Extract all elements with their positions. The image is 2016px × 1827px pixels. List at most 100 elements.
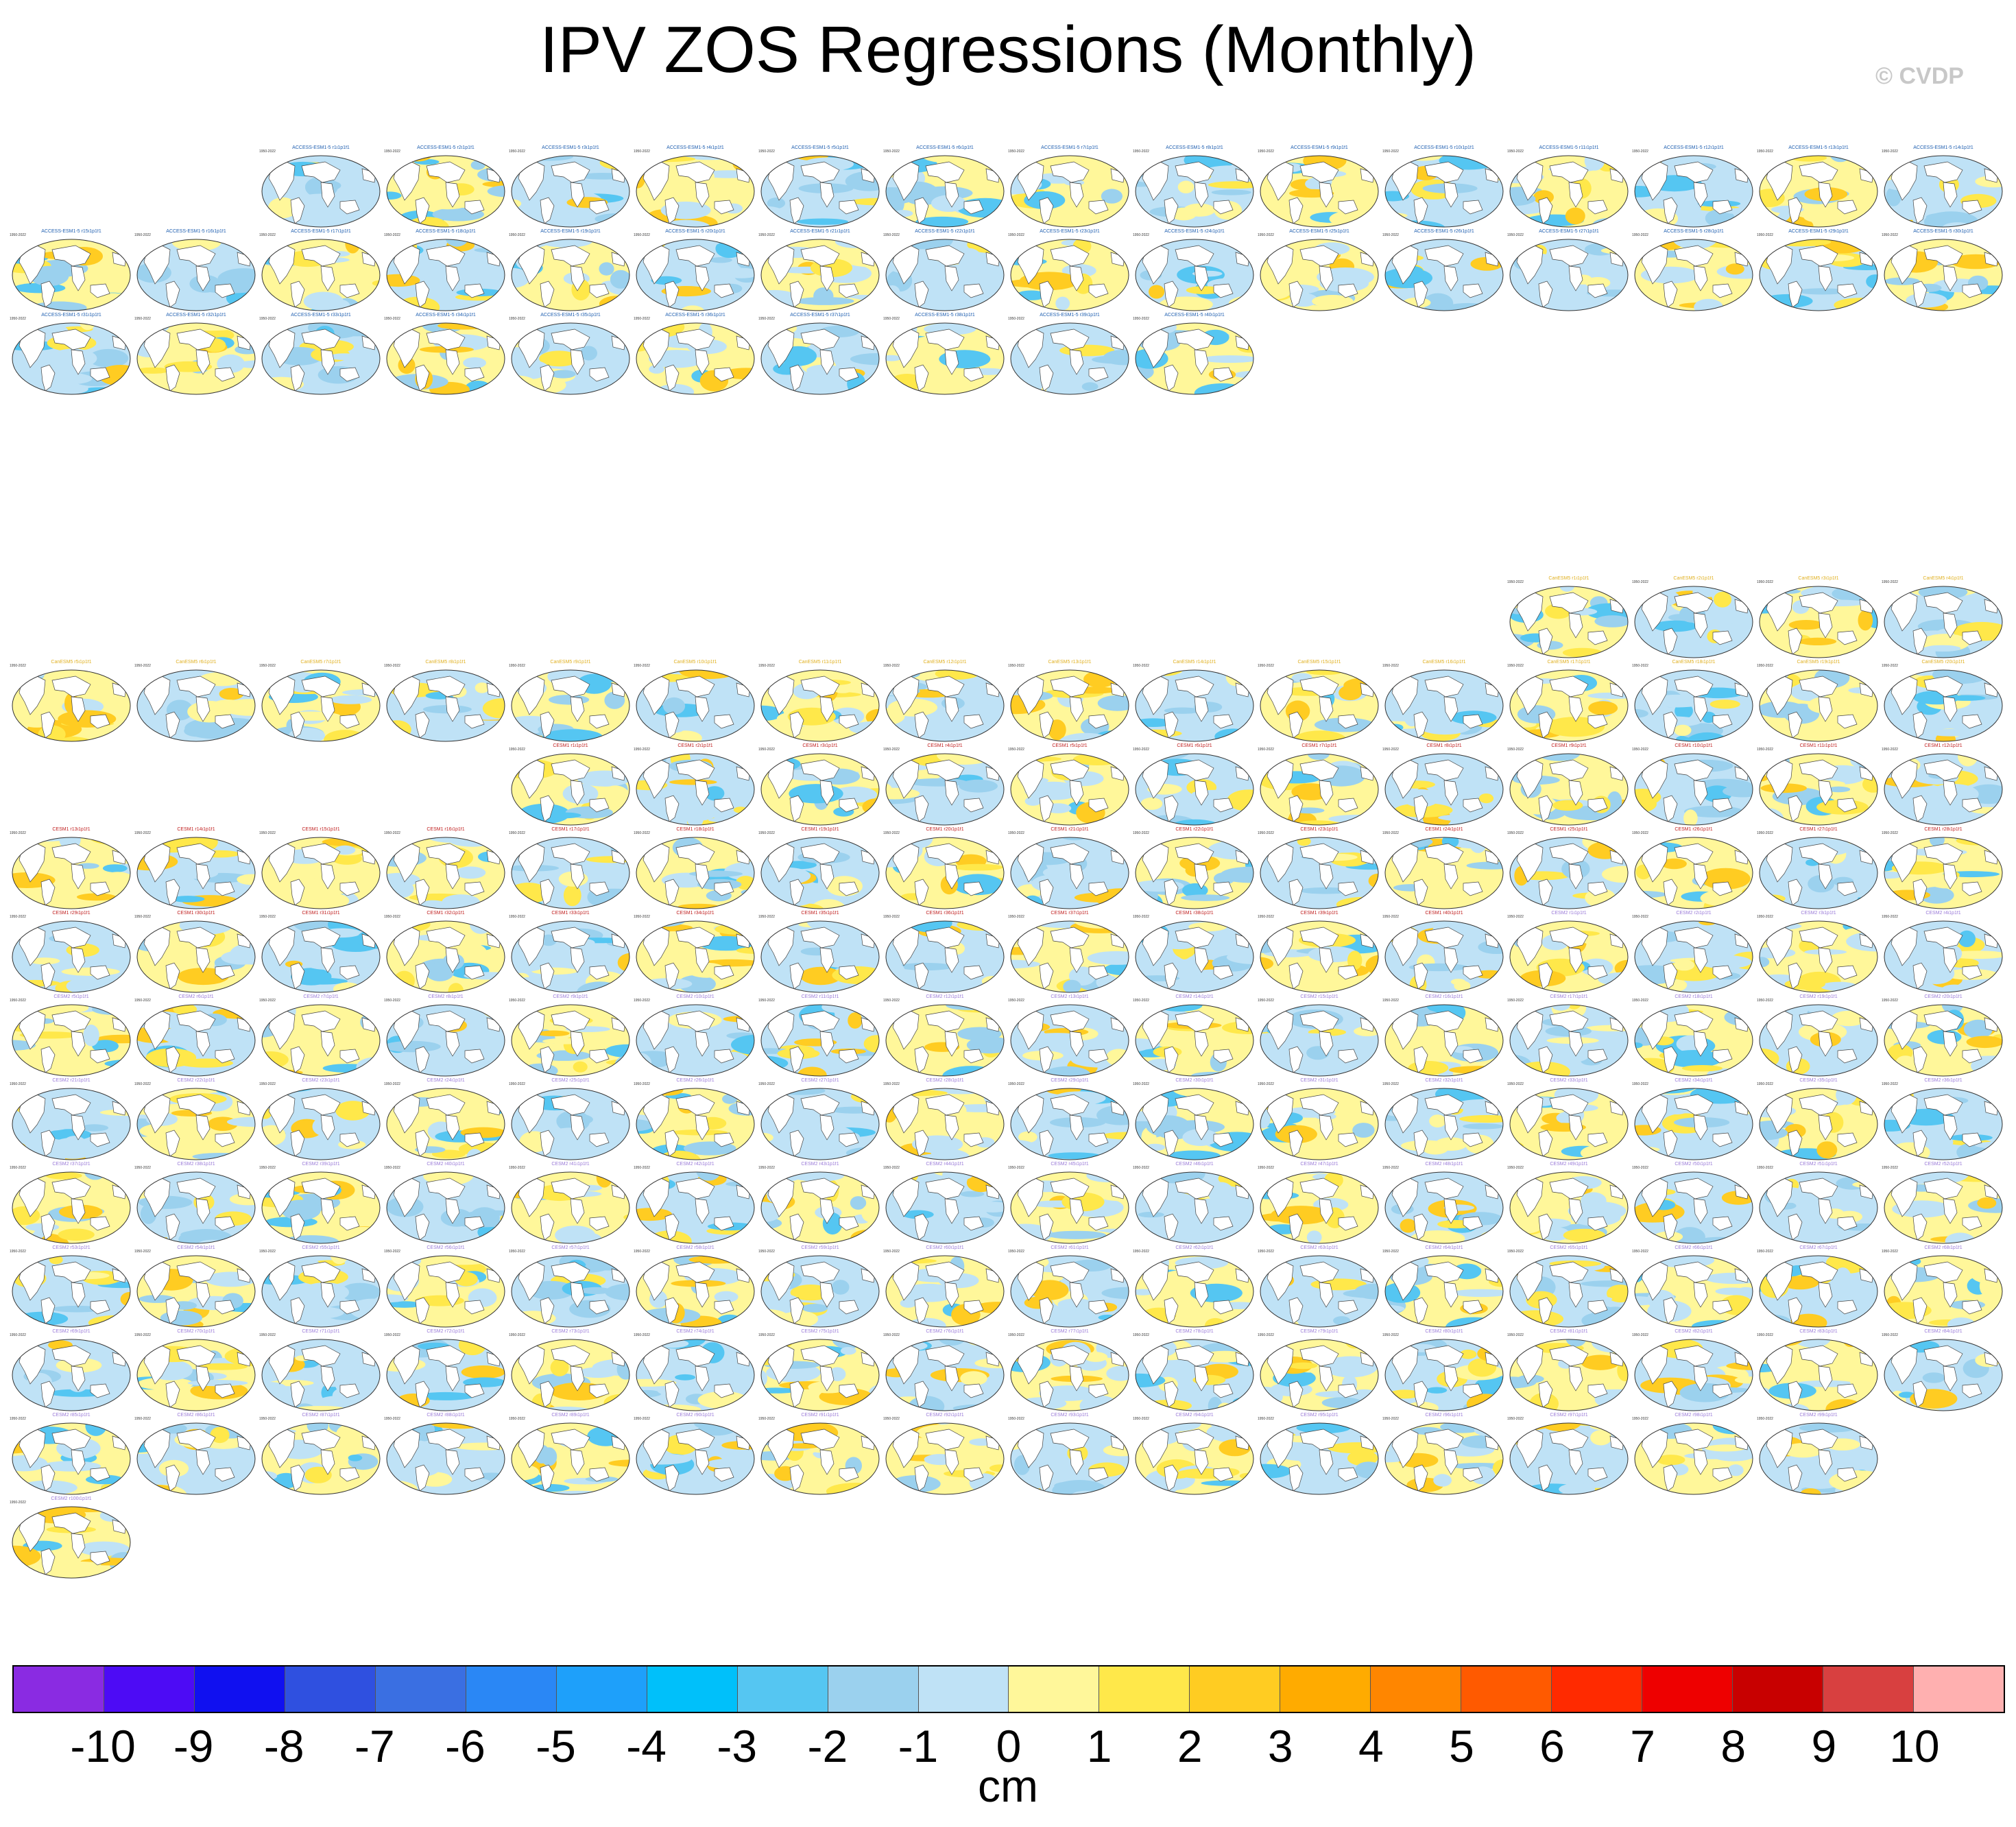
panel-title: CESM1 r17i1p1f1 bbox=[551, 827, 590, 832]
panel-title: CESM2 r31i1p1f1 bbox=[1300, 1078, 1339, 1083]
map-panel: CESM2 r45i1p1f1 1950-2022 bbox=[1008, 1162, 1131, 1247]
panel-title: CESM1 r36i1p1f1 bbox=[926, 911, 964, 916]
map-panel: CESM1 r10i1p1f1 1950-2022 bbox=[1632, 743, 1755, 828]
panel-years: 1950-2022 bbox=[134, 1250, 151, 1254]
panel-title: CESM1 r6i1p1f1 bbox=[1177, 743, 1212, 748]
panel-title: CESM2 r46i1p1f1 bbox=[1175, 1162, 1214, 1167]
panel-title: CESM2 r26i1p1f1 bbox=[676, 1078, 715, 1083]
map-panel: CESM1 r18i1p1f1 1950-2022 bbox=[634, 827, 757, 912]
panel-years: 1950-2022 bbox=[1632, 150, 1648, 154]
colorbar-tick-label: -7 bbox=[355, 1721, 395, 1771]
panel-title: ACCESS-ESM1-5 r25i1p1f1 bbox=[1289, 229, 1349, 234]
globe-map bbox=[1884, 753, 2003, 826]
map-panel: ACCESS-ESM1-5 r8i1p1f1 1950-2022 bbox=[1133, 145, 1256, 230]
colorbar-box bbox=[1190, 1667, 1281, 1712]
panel-years: 1950-2022 bbox=[1008, 1417, 1024, 1421]
map-panel: ACCESS-ESM1-5 r6i1p1f1 1950-2022 bbox=[883, 145, 1007, 230]
panel-years: 1950-2022 bbox=[1507, 748, 1524, 752]
panel-years: 1950-2022 bbox=[758, 748, 775, 752]
map-panel: CESM2 r51i1p1f1 1950-2022 bbox=[1757, 1162, 1880, 1247]
map-panel: CESM2 r14i1p1f1 1950-2022 bbox=[1133, 994, 1256, 1079]
panel-years: 1950-2022 bbox=[1382, 1417, 1399, 1421]
map-panel: CESM2 r15i1p1f1 1950-2022 bbox=[1258, 994, 1381, 1079]
panel-title: CESM2 r41i1p1f1 bbox=[551, 1162, 590, 1167]
map-panel: ACCESS-ESM1-5 r20i1p1f1 1950-2022 bbox=[634, 229, 757, 314]
globe-map bbox=[1260, 1088, 1379, 1160]
panel-years: 1950-2022 bbox=[1632, 1417, 1648, 1421]
map-panel: CESM2 r68i1p1f1 1950-2022 bbox=[1882, 1245, 2005, 1330]
panel-title: CESM1 r27i1p1f1 bbox=[1799, 827, 1838, 832]
globe-map bbox=[511, 155, 630, 228]
globe-map bbox=[136, 920, 256, 993]
map-panel: CESM2 r80i1p1f1 1950-2022 bbox=[1382, 1329, 1506, 1414]
globe-map bbox=[261, 239, 381, 311]
globe-map bbox=[1634, 920, 1753, 993]
map-panel: CESM2 r98i1p1f1 1950-2022 bbox=[1632, 1413, 1755, 1498]
panel-title: CESM1 r11i1p1f1 bbox=[1799, 743, 1838, 748]
panel-years: 1950-2022 bbox=[1258, 1333, 1274, 1337]
map-panel: ACCESS-ESM1-5 r18i1p1f1 1950-2022 bbox=[384, 229, 507, 314]
map-panel: CESM2 r96i1p1f1 1950-2022 bbox=[1382, 1413, 1506, 1498]
globe-map bbox=[1384, 1088, 1504, 1160]
globe-map bbox=[760, 1088, 880, 1160]
map-panel: CESM1 r40i1p1f1 1950-2022 bbox=[1382, 911, 1506, 996]
globe-map bbox=[261, 669, 381, 742]
map-panel: CESM2 r67i1p1f1 1950-2022 bbox=[1757, 1245, 1880, 1330]
map-panel: CESM2 r2i1p1f1 1950-2022 bbox=[1632, 911, 1755, 996]
panel-title: ACCESS-ESM1-5 r40i1p1f1 bbox=[1164, 313, 1225, 318]
panel-years: 1950-2022 bbox=[634, 748, 650, 752]
colorbar-tick-label: 0 bbox=[996, 1721, 1022, 1771]
panel-years: 1950-2022 bbox=[509, 999, 525, 1003]
map-panel: CESM2 r29i1p1f1 1950-2022 bbox=[1008, 1078, 1131, 1163]
globe-map bbox=[1010, 155, 1129, 228]
globe-map bbox=[1384, 1004, 1504, 1077]
globe-map bbox=[1634, 837, 1753, 909]
map-panel: CESM2 r64i1p1f1 1950-2022 bbox=[1382, 1245, 1506, 1330]
panel-title: CESM2 r82i1p1f1 bbox=[1675, 1329, 1713, 1334]
map-panel: CESM1 r6i1p1f1 1950-2022 bbox=[1133, 743, 1256, 828]
panel-years: 1950-2022 bbox=[1382, 915, 1399, 919]
map-panel: ACCESS-ESM1-5 r3i1p1f1 1950-2022 bbox=[509, 145, 632, 230]
panel-years: 1950-2022 bbox=[1882, 150, 1898, 154]
globe-map bbox=[1010, 1422, 1129, 1495]
colorbar-tick-label: 9 bbox=[1811, 1721, 1837, 1771]
panel-title: CESM2 r27i1p1f1 bbox=[801, 1078, 839, 1083]
panel-years: 1950-2022 bbox=[1757, 999, 1773, 1003]
panel-title: CanESM5 r14i1p1f1 bbox=[1173, 660, 1216, 665]
panel-years: 1950-2022 bbox=[1133, 748, 1149, 752]
panel-years: 1950-2022 bbox=[1882, 233, 1898, 237]
panel-title: CanESM5 r8i1p1f1 bbox=[425, 660, 466, 665]
map-panel: CanESM5 r10i1p1f1 1950-2022 bbox=[634, 660, 757, 745]
panel-years: 1950-2022 bbox=[10, 831, 26, 835]
map-panel: CESM2 r86i1p1f1 1950-2022 bbox=[134, 1413, 258, 1498]
map-panel: CESM2 r77i1p1f1 1950-2022 bbox=[1008, 1329, 1131, 1414]
map-panel: CESM2 r35i1p1f1 1950-2022 bbox=[1757, 1078, 1880, 1163]
globe-map bbox=[1759, 920, 1878, 993]
map-panel: CESM2 r60i1p1f1 1950-2022 bbox=[883, 1245, 1007, 1330]
globe-map bbox=[1384, 1255, 1504, 1328]
panel-years: 1950-2022 bbox=[634, 1082, 650, 1086]
globe-map bbox=[1759, 1171, 1878, 1244]
map-panel: ACCESS-ESM1-5 r23i1p1f1 1950-2022 bbox=[1008, 229, 1131, 314]
panel-title: CanESM5 r5i1p1f1 bbox=[51, 660, 92, 665]
globe-map bbox=[1010, 322, 1129, 395]
panel-years: 1950-2022 bbox=[1632, 664, 1648, 668]
globe-map bbox=[1010, 1255, 1129, 1328]
map-panel: CanESM5 r1i1p1f1 1950-2022 bbox=[1507, 576, 1631, 661]
map-panel: CESM1 r39i1p1f1 1950-2022 bbox=[1258, 911, 1381, 996]
map-panel: CESM2 r36i1p1f1 1950-2022 bbox=[1882, 1078, 2005, 1163]
map-panel: CESM2 r72i1p1f1 1950-2022 bbox=[384, 1329, 507, 1414]
globe-map bbox=[1884, 239, 2003, 311]
panel-title: ACCESS-ESM1-5 r31i1p1f1 bbox=[41, 313, 101, 318]
panel-years: 1950-2022 bbox=[1258, 915, 1274, 919]
panel-title: CanESM5 r4i1p1f1 bbox=[1923, 576, 1964, 581]
globe-map bbox=[1010, 753, 1129, 826]
globe-map bbox=[885, 669, 1005, 742]
globe-map bbox=[12, 1004, 131, 1077]
panel-years: 1950-2022 bbox=[1757, 1250, 1773, 1254]
map-panel-grid: ACCESS-ESM1-5 r1i1p1f1 1950-2022 ACCESS-ES… bbox=[10, 145, 2005, 1579]
map-panel: CanESM5 r4i1p1f1 1950-2022 bbox=[1882, 576, 2005, 661]
panel-years: 1950-2022 bbox=[1882, 831, 1898, 835]
map-panel: CanESM5 r18i1p1f1 1950-2022 bbox=[1632, 660, 1755, 745]
map-panel: CESM2 r37i1p1f1 1950-2022 bbox=[10, 1162, 133, 1247]
